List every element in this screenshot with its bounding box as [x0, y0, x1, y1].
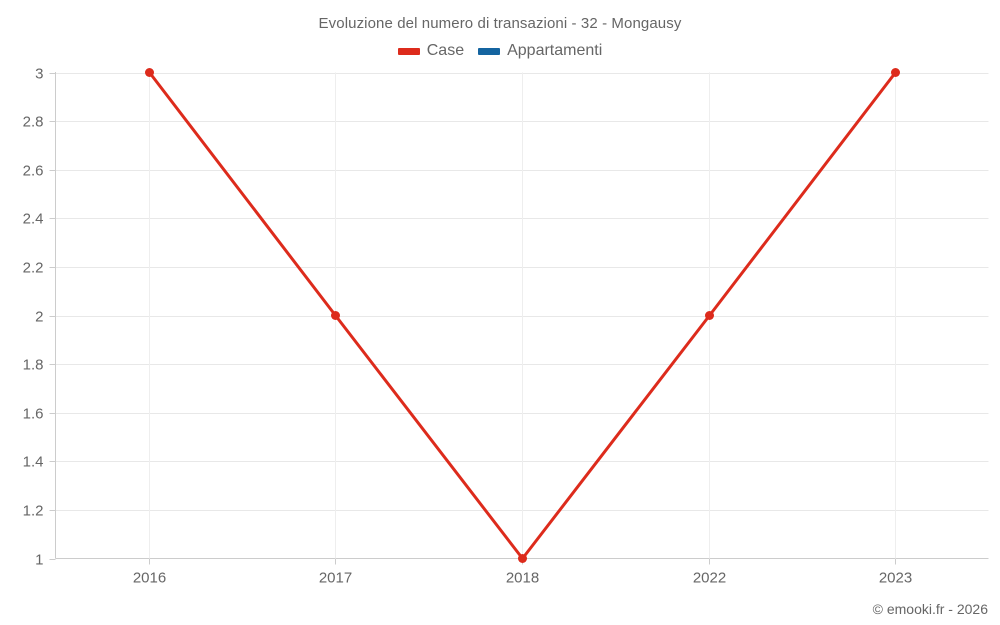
x-axis-tick-label: 2016 — [133, 570, 166, 587]
y-axis-tick-label: 2.2 — [23, 260, 44, 277]
x-axis-tick-label: 2022 — [693, 570, 726, 587]
chart-legend: Case Appartamenti — [0, 43, 1000, 59]
y-axis-tick-label: 1.2 — [23, 503, 44, 520]
data-point[interactable] — [891, 68, 900, 77]
chart-title: Evoluzione del numero di transazioni - 3… — [318, 15, 682, 32]
legend-swatch-appartamenti — [478, 47, 501, 55]
y-axis-tick-label: 2.4 — [23, 211, 44, 228]
y-axis-tick-label: 2.6 — [23, 163, 44, 180]
y-axis-tick-label: 2.8 — [23, 114, 44, 131]
data-point[interactable] — [145, 68, 154, 77]
legend-label-case: Case — [426, 42, 465, 59]
x-axis-tick-label: 2023 — [879, 570, 912, 587]
y-axis-tick-label: 1.4 — [23, 454, 44, 471]
x-axis-tick-label: 2017 — [319, 570, 352, 587]
data-point[interactable] — [331, 311, 340, 320]
legend-swatch-case — [397, 47, 420, 55]
data-point[interactable] — [705, 311, 714, 320]
legend-item-appartamenti[interactable]: Appartamenti — [478, 43, 602, 59]
data-point[interactable] — [518, 554, 527, 563]
y-axis-tick-label: 1 — [35, 552, 43, 569]
x-axis-tick-label: 2018 — [506, 570, 539, 587]
legend-item-case[interactable]: Case — [397, 42, 465, 59]
legend-label-appartamenti: Appartamenti — [507, 42, 603, 59]
y-axis-tick-label: 3 — [35, 66, 43, 83]
y-axis-tick-label: 1.6 — [23, 406, 44, 423]
y-axis-tick-label: 1.8 — [23, 357, 44, 374]
copyright-credit: © emooki.fr - 2026 — [872, 601, 988, 617]
y-axis-tick-label: 2 — [35, 309, 43, 326]
